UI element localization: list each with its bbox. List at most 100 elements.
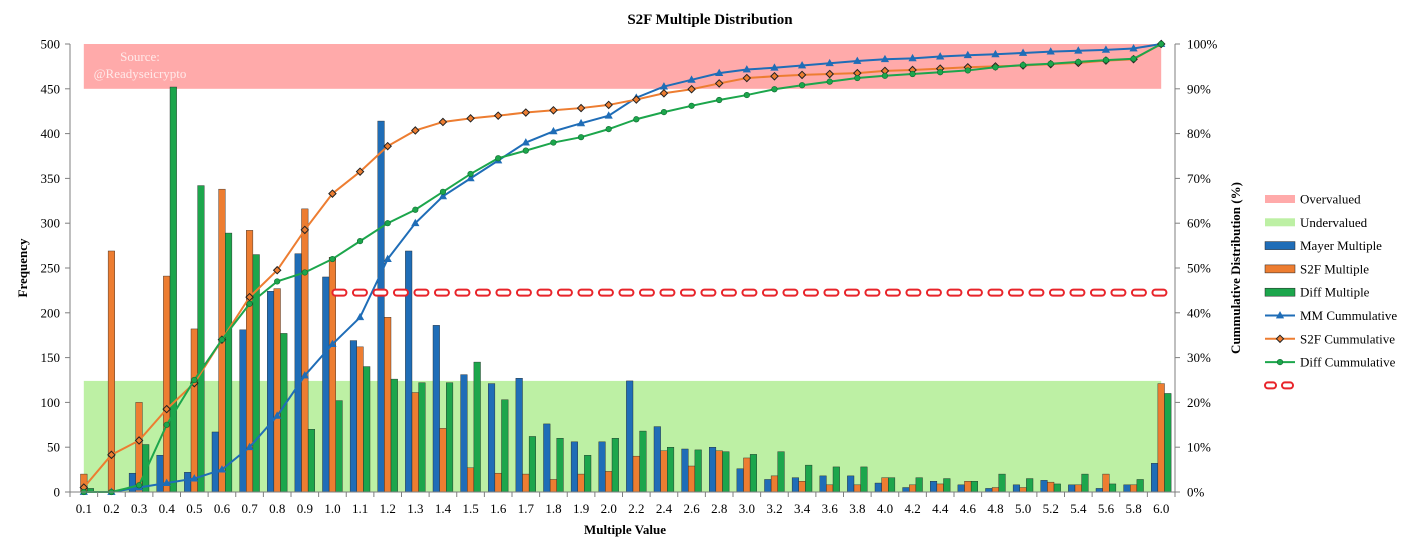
bar-s2f-multiple	[964, 481, 972, 493]
bar-mayer-multiple	[847, 475, 855, 493]
bar-diff-multiple	[860, 466, 868, 493]
bar-diff-multiple	[777, 451, 785, 493]
point-mm-cummulative	[770, 63, 779, 71]
median-line-dash	[925, 288, 942, 297]
bar-diff-multiple	[473, 361, 481, 493]
median-line-dash	[679, 288, 696, 297]
point-mm-cummulative	[853, 56, 862, 64]
x-tick-label: 3.2	[766, 501, 782, 516]
line-layer	[79, 39, 1166, 496]
point-diff-cummulative	[743, 91, 750, 99]
median-line-dash	[351, 288, 368, 297]
y2-tick-label: 100%	[1187, 37, 1218, 52]
bar-mayer-multiple	[1151, 463, 1159, 493]
point-diff-cummulative	[467, 170, 474, 178]
median-line-dash	[741, 288, 758, 297]
bar-diff-multiple	[1109, 483, 1117, 493]
bar-mayer-multiple	[432, 325, 440, 493]
bar-diff-multiple	[998, 473, 1006, 493]
legend-item-diff-multiple: Diff Multiple	[1264, 285, 1370, 300]
legend: Overvalued Undervalued Mayer Multiple S2F M…	[1264, 192, 1397, 390]
point-diff-cummulative	[660, 108, 668, 116]
y-tick-label: 50	[47, 440, 60, 455]
bar-s2f-multiple	[743, 457, 751, 493]
x-tick-label: 2.2	[628, 501, 644, 516]
median-line-dash	[966, 288, 983, 297]
x-tick-label: 1.2	[380, 501, 396, 516]
legend-item-median	[1264, 381, 1294, 390]
point-diff-cummulative	[218, 336, 226, 343]
bar-s2f-multiple	[1130, 484, 1138, 493]
median-line-layer	[331, 288, 1168, 297]
x-tick-label: 0.5	[186, 501, 202, 516]
x-tick-label: 3.4	[794, 501, 811, 516]
median-line-dash	[597, 288, 614, 297]
bar-s2f-multiple	[1019, 487, 1027, 493]
bar-diff-multiple	[749, 454, 757, 493]
point-mm-cummulative	[438, 191, 448, 200]
bar-mayer-multiple	[156, 455, 164, 493]
median-line-dash	[659, 288, 676, 297]
point-s2f-cummulative	[742, 73, 752, 83]
bar-s2f-multiple	[411, 392, 419, 493]
bar-mayer-multiple	[322, 276, 330, 493]
median-line-dash	[1069, 288, 1086, 297]
bar-mayer-multiple	[1012, 484, 1020, 493]
bar-layer	[80, 86, 1172, 493]
point-s2f-cummulative	[521, 108, 531, 117]
median-line-dash	[1048, 288, 1065, 297]
bar-mayer-multiple	[184, 472, 192, 493]
median-line-dash	[823, 288, 840, 297]
x-tick-label: 5.0	[1015, 501, 1031, 516]
x-tick-label: 0.1	[76, 501, 92, 516]
legend-item-mayer-multiple: Mayer Multiple	[1264, 238, 1382, 253]
bar-diff-multiple	[639, 430, 647, 493]
bar-s2f-multiple	[1157, 383, 1165, 493]
line-diff-cummulative	[83, 43, 1162, 493]
median-line-dash	[1028, 288, 1045, 297]
bar-mayer-multiple	[874, 482, 882, 493]
median-line-dash	[536, 288, 553, 297]
bar-mayer-multiple	[211, 431, 219, 493]
point-diff-cummulative	[1130, 55, 1137, 62]
bar-mayer-multiple	[681, 448, 689, 493]
bar-diff-multiple	[1053, 483, 1061, 493]
point-s2f-cummulative	[438, 117, 448, 127]
point-mm-cummulative	[466, 173, 475, 182]
x-tick-label: 4.6	[960, 501, 977, 516]
point-mm-cummulative	[576, 118, 586, 127]
bar-s2f-multiple	[522, 473, 530, 493]
axes-layer: 0 50 100 150 200 250 300 350 400 450 500 0% 10% 20% 30…	[41, 37, 1218, 517]
median-line-dash	[761, 288, 778, 297]
y2-tick-label: 30%	[1187, 350, 1211, 365]
y2-tick-label: 60%	[1187, 216, 1211, 231]
bar-mayer-multiple	[764, 479, 772, 493]
bar-mayer-multiple	[985, 488, 993, 493]
point-mm-cummulative	[549, 126, 558, 135]
x-tick-label: 1.9	[573, 501, 589, 516]
point-s2f-cummulative	[162, 404, 171, 414]
median-line-dash	[392, 288, 409, 297]
median-line-dash	[556, 288, 573, 297]
legend-label: Undervalued	[1300, 215, 1368, 230]
median-line-dash	[474, 288, 491, 297]
point-mm-cummulative	[190, 474, 199, 482]
legend-swatch	[1265, 195, 1295, 203]
bar-mayer-multiple	[570, 441, 578, 493]
point-diff-cummulative	[1047, 60, 1054, 67]
legend-swatch	[1264, 241, 1296, 250]
point-s2f-cummulative	[549, 105, 558, 115]
x-tick-label: 3.0	[739, 501, 755, 516]
bar-diff-multiple	[970, 481, 978, 493]
bar-s2f-multiple	[384, 317, 392, 493]
x-tick-label: 0.2	[103, 501, 119, 516]
point-diff-cummulative	[329, 255, 336, 263]
point-mm-cummulative	[1046, 47, 1055, 55]
y-tick-label: 100	[41, 395, 61, 410]
x-axis-title: Multiple Value	[584, 522, 666, 537]
bar-diff-multiple	[363, 366, 371, 493]
point-s2f-cummulative	[328, 189, 337, 198]
bar-diff-multiple	[832, 466, 840, 493]
median-line-dash	[1130, 288, 1147, 297]
bar-s2f-multiple	[770, 475, 778, 493]
